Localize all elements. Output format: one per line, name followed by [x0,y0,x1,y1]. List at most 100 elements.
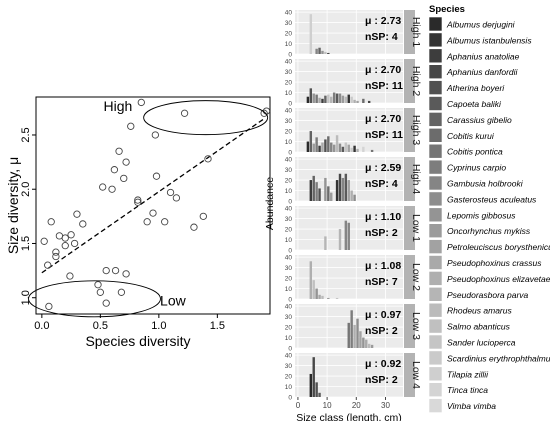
facet-y-tick-label: 30 [285,265,293,272]
histogram-bar [367,100,371,103]
facet-strip-label: Low 1 [410,214,422,242]
histogram-bar [315,182,318,201]
legend-entry: Scardinius erythrophthalmus [447,353,550,363]
histogram-bar [356,100,359,103]
histogram-bar [353,324,356,348]
histogram-bar [362,337,365,348]
histogram-bar [353,145,356,152]
histogram-bar [327,136,330,152]
histogram-bar [321,50,324,54]
facet-y-tick-label: 0 [288,199,292,206]
y-axis-title: Size diversity, μ [5,157,21,254]
facet-y-tick-label: 0 [288,395,292,402]
facet-y-tick-label: 10 [285,335,293,342]
facet-y-tick-label: 0 [288,248,292,255]
y-tick-label: 1.5 [20,236,32,251]
facet-y-tick-label: 0 [288,346,292,353]
histogram-bar [332,144,336,152]
histogram-bar [341,177,345,201]
species-legend: Species Albumus derjugini Albumus istanbul… [428,4,550,413]
scatter-point [94,281,102,289]
histogram-bar [318,47,321,54]
facet-strip [404,10,415,54]
high-annotation: High [104,98,133,114]
scatter-point [67,231,75,239]
legend-entry: Vimba vimba [447,401,496,411]
facet-y-tick-label: 40 [285,157,293,164]
scatter-point [122,158,130,166]
legend-swatch [428,16,443,32]
facet-strip-label: High 4 [410,164,422,195]
histogram-bar [312,175,315,201]
scatter-point [152,172,161,180]
histogram-bar [359,331,362,348]
histogram-bar [321,98,324,103]
legend-entry: Carassius gibelio [447,115,512,125]
histogram-bar [306,96,310,103]
facet-y-tick-label: 20 [285,129,293,136]
legend-swatch [428,64,443,79]
histogram-bar [318,294,321,299]
histogram-bar [324,95,327,103]
scatter-point [115,147,123,155]
histogram-bar [312,357,315,397]
legend-entry: Petroleuciscus borysthenicus [447,242,550,252]
legend-entry: Cobitis pontica [447,147,503,157]
facet-y-tick-label: 30 [285,69,293,76]
y-tick-label: 2.5 [20,127,32,142]
legend-entry: Cobitis kurui [447,131,495,141]
facet-x-tick-label: 10 [323,401,332,410]
scatter-point [204,155,212,163]
facet-strip-label: Low 2 [410,263,422,291]
histogram-bar [315,382,318,397]
facet-panel [295,10,403,54]
scatter-point [134,196,142,204]
histogram-bar [370,344,374,348]
histogram-bar [315,48,318,54]
histogram-bar [327,52,330,54]
scatter-point [110,166,119,174]
facet-x-axis-title: Size class (length, cm) [296,412,402,421]
facet-y-tick-label: 40 [285,353,293,360]
facet-y-tick-label: 10 [285,139,293,146]
facet-nsp: nSP: 2 [365,325,398,337]
legend-swatch [428,112,443,127]
scatter-panel [35,96,271,315]
facet-y-tick-label: 40 [285,304,293,311]
histogram-bar [327,94,330,103]
scatter-point [127,122,135,130]
histogram-bar [321,295,324,299]
histogram-bar [344,173,348,201]
scatter-point [66,272,74,280]
facet-strip-label: Low 3 [410,312,422,340]
facet-nsp: nSP: 11 [365,129,403,141]
histogram-bar [309,14,313,55]
scatter-point [190,223,198,231]
facet-y-tick-label: 20 [285,227,293,234]
histogram-bar [315,288,318,299]
legend-swatch [428,255,443,270]
histogram-bar [350,96,353,103]
scatter-point [151,131,159,139]
facet-nsp: nSP: 4 [365,178,398,190]
legend-entry: Albumus derjugini [446,20,516,30]
histogram-bar [353,99,356,103]
facet-nsp: nSP: 2 [365,374,398,386]
scatter-point [44,261,52,269]
facet-y-tick-label: 0 [288,101,292,108]
legend-entry: Tinca tinca [447,385,488,395]
facet-strip-label: Low 4 [410,361,422,389]
legend-swatch [428,382,443,398]
facet-y-tick-label: 40 [285,10,293,17]
histogram-bar [309,261,313,299]
legend-entry: Atherina boyeri [446,83,505,93]
histogram-bar [365,339,368,348]
scatter-point [137,98,145,107]
legend-entry: Cyprinus carpio [447,163,506,173]
histogram-bar [309,373,313,397]
histogram-bar [344,220,348,250]
legend-entry: Pseudorasbora parva [447,290,529,300]
histogram-bar [370,149,374,152]
